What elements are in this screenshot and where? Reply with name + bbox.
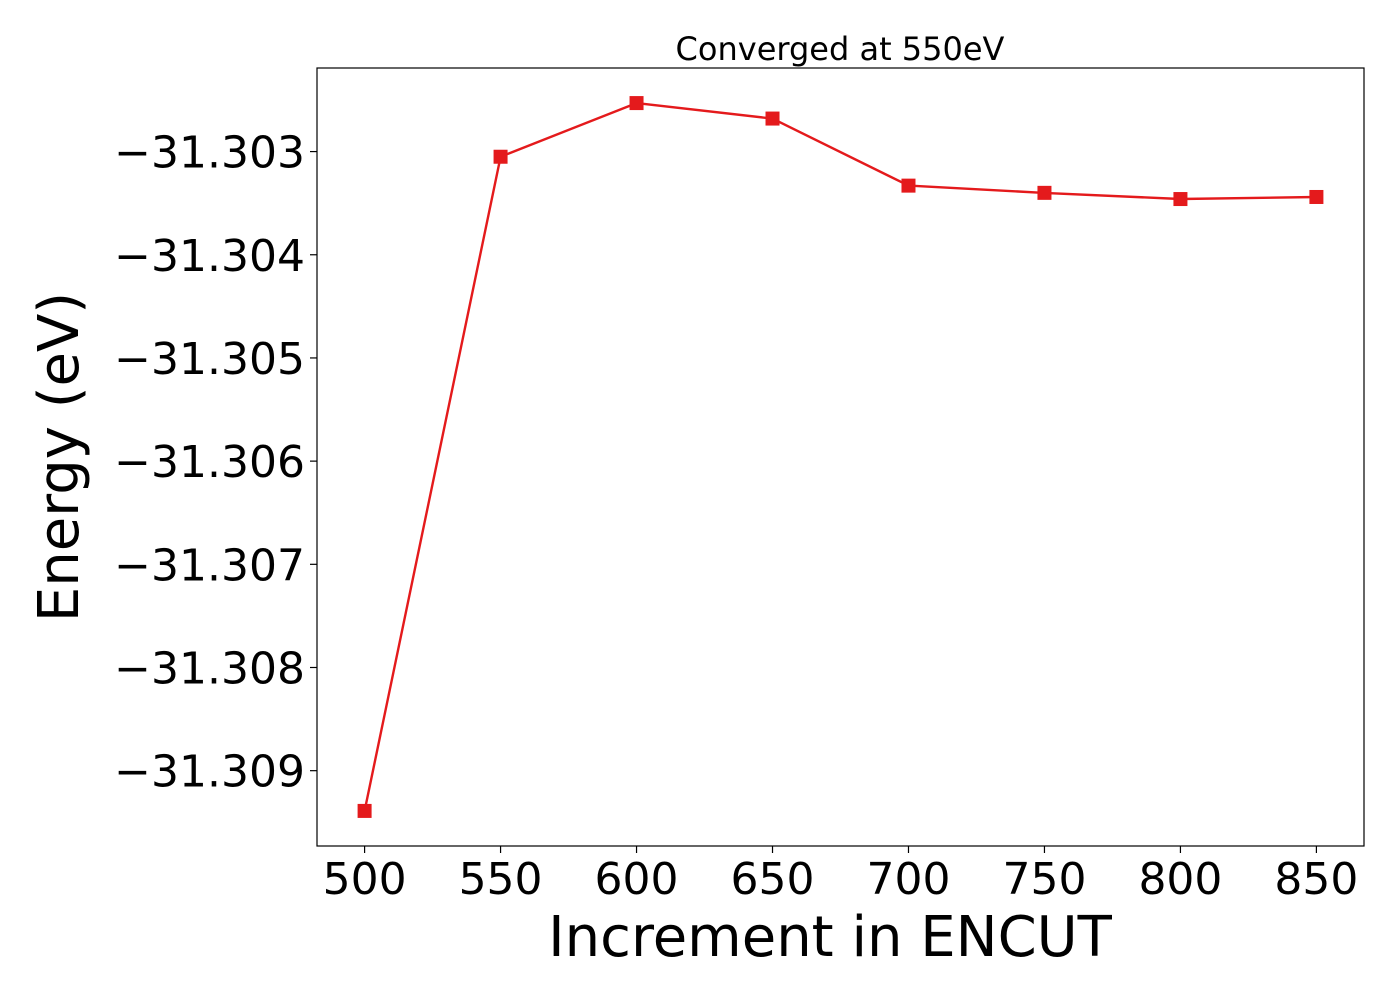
y-tick-label: −31.307 (114, 540, 305, 591)
x-axis: 500 550 600 650 700 750 800 850 (323, 846, 1358, 905)
y-tick-label: −31.306 (114, 437, 305, 488)
data-point-marker (1037, 185, 1052, 200)
data-point-marker (901, 178, 916, 193)
data-point-marker (629, 96, 644, 111)
x-tick-label: 800 (1138, 854, 1222, 905)
x-axis-title: Increment in ENCUT (548, 905, 1113, 970)
x-tick-label: 750 (1002, 854, 1086, 905)
x-tick-label: 600 (595, 854, 679, 905)
x-tick-label: 700 (866, 854, 950, 905)
data-point-marker (1173, 192, 1188, 207)
data-point-marker (493, 149, 508, 164)
x-tick-label: 850 (1274, 854, 1358, 905)
y-tick-label: −31.305 (114, 334, 305, 385)
y-axis-title: Energy (eV) (27, 292, 92, 622)
chart-title: Converged at 550eV (676, 30, 1005, 68)
y-tick-label: −31.304 (114, 231, 305, 282)
series-layer (357, 96, 1324, 818)
data-point-marker (357, 803, 372, 818)
y-tick-label: −31.309 (114, 747, 305, 798)
y-tick-label: −31.308 (114, 643, 305, 694)
x-tick-label: 550 (459, 854, 543, 905)
series-line (363, 101, 1317, 812)
y-axis: −31.303 −31.304 −31.305 −31.306 −31.307 −31.3… (114, 128, 317, 798)
data-point-marker (1309, 189, 1324, 204)
y-tick-label: −31.303 (114, 128, 305, 179)
plot-area-frame (316, 67, 1365, 847)
data-point-marker (765, 111, 780, 126)
x-tick-label: 500 (323, 854, 407, 905)
x-tick-label: 650 (731, 854, 815, 905)
